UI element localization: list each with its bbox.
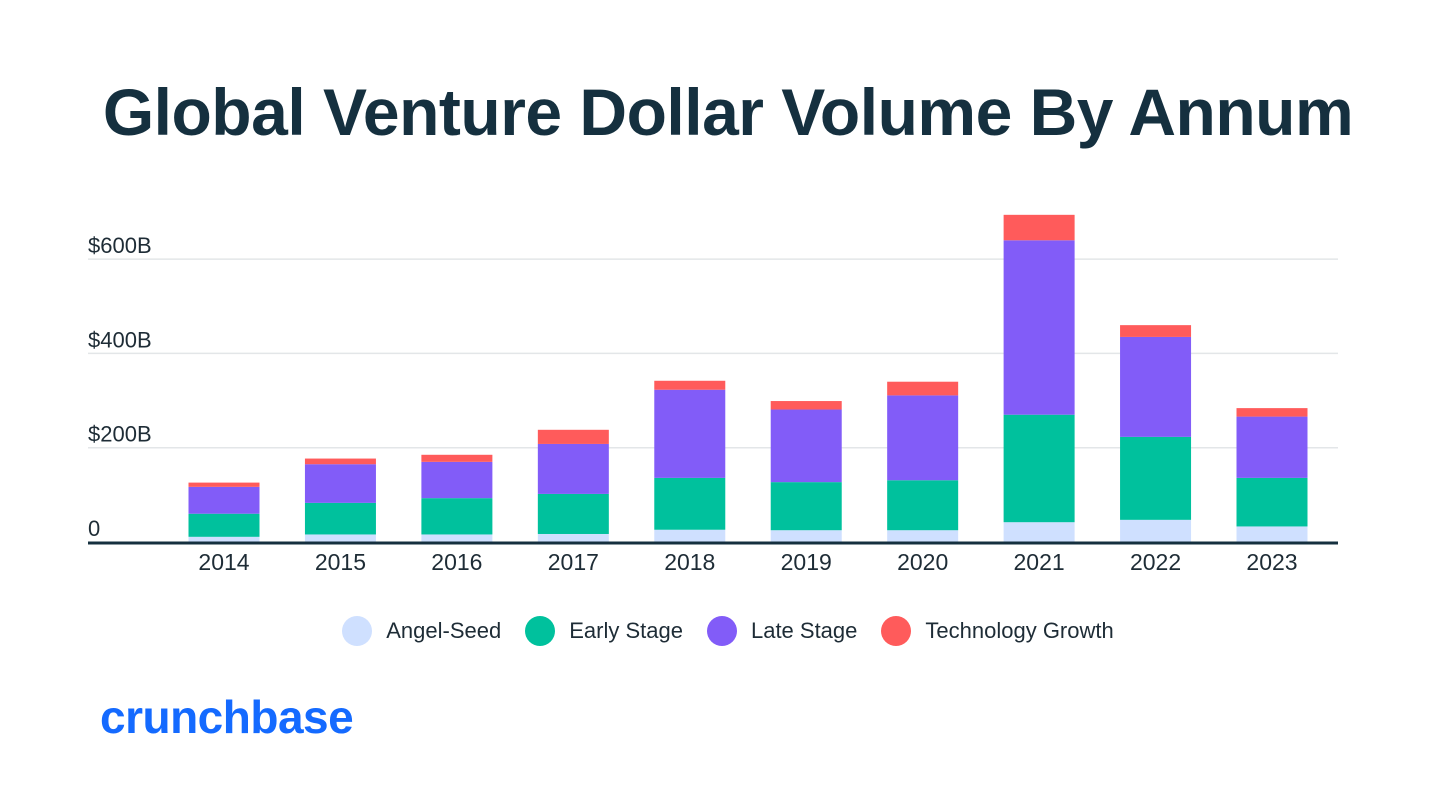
- legend-label: Late Stage: [750, 618, 858, 643]
- x-tick-label: 2022: [1130, 549, 1181, 575]
- legend-swatch: [342, 616, 373, 646]
- bar-segment-angel-seed-2021: [1003, 522, 1075, 542]
- y-tick-label: $200B: [88, 422, 152, 447]
- bar-segment-early-stage-2016: [421, 498, 493, 535]
- bar-segment-angel-seed-2023: [1236, 526, 1308, 542]
- legend-label: Early Stage: [569, 618, 683, 643]
- chart-title: Global Venture Dollar Volume By Annum: [102, 75, 1354, 149]
- y-tick-label: $400B: [88, 327, 152, 352]
- legend-label: Angel-Seed: [386, 618, 502, 643]
- stacked-bar-chart: 0$200B$400B$600B 2014 2015 2016 2017 2018 201…: [88, 214, 1338, 575]
- bar-segment-angel-seed-2016: [421, 534, 493, 542]
- bar-segment-late-stage-2022: [1120, 336, 1192, 437]
- bar-segment-late-stage-2017: [537, 443, 609, 494]
- legend-label: Technology Growth: [925, 618, 1114, 643]
- bar-segment-angel-seed-2014: [188, 536, 260, 542]
- bar-segment-early-stage-2021: [1003, 414, 1075, 523]
- bar-segment-technology-growth-2018: [654, 380, 726, 390]
- bar-segment-technology-growth-2019: [770, 401, 842, 410]
- bar-segment-late-stage-2019: [770, 409, 842, 483]
- bar-segment-technology-growth-2014: [188, 482, 260, 487]
- bar-segment-technology-growth-2021: [1003, 214, 1075, 241]
- bar-segment-technology-growth-2017: [537, 429, 609, 444]
- x-tick-label: 2016: [431, 549, 482, 575]
- bar-segment-late-stage-2015: [304, 464, 376, 503]
- legend-item: Angel-Seed: [342, 616, 501, 646]
- bar-segment-early-stage-2023: [1236, 477, 1308, 527]
- x-tick-label: 2015: [315, 549, 366, 575]
- bar-segment-early-stage-2022: [1120, 436, 1192, 520]
- y-axis: 0 $200B $400B $600B: [88, 233, 152, 541]
- x-tick-label: 2019: [781, 549, 832, 575]
- x-axis: 2014 2015 2016 2017 2018 2019 2020 2021 2022 2023: [198, 549, 1297, 575]
- bar-segment-technology-growth-2020: [887, 381, 959, 396]
- legend-item: Early Stage: [525, 616, 683, 646]
- bar-segment-angel-seed-2019: [770, 530, 842, 542]
- bar-segment-early-stage-2018: [654, 477, 726, 530]
- legend-swatch: [881, 616, 912, 646]
- bar-segment-angel-seed-2015: [304, 534, 376, 542]
- crunchbase-logo: crunchbase: [100, 691, 354, 743]
- y-tick-label: $600B: [88, 233, 152, 258]
- bar-segment-technology-growth-2023: [1236, 408, 1308, 417]
- bar-segment-late-stage-2023: [1236, 416, 1308, 478]
- bar-segment-technology-growth-2015: [304, 458, 376, 465]
- x-tick-label: 2014: [198, 549, 249, 575]
- bar-segment-angel-seed-2022: [1120, 519, 1192, 542]
- legend-swatch: [706, 616, 737, 646]
- bar-segment-angel-seed-2018: [654, 529, 726, 542]
- legend: Angel-Seed Early Stage Late Stage Technolog…: [0, 616, 1456, 646]
- x-tick-label: 2020: [897, 549, 948, 575]
- bar-segment-early-stage-2014: [188, 513, 260, 537]
- x-tick-label: 2018: [664, 549, 715, 575]
- y-tick-label: 0: [88, 516, 100, 541]
- bar-segment-late-stage-2020: [887, 395, 959, 481]
- x-tick-label: 2017: [548, 549, 599, 575]
- bars: [188, 214, 1308, 542]
- bar-segment-late-stage-2018: [654, 389, 726, 478]
- bar-segment-technology-growth-2016: [421, 454, 493, 462]
- x-tick-label: 2023: [1246, 549, 1297, 575]
- bar-segment-early-stage-2019: [770, 482, 842, 531]
- bar-segment-late-stage-2014: [188, 486, 260, 514]
- bar-segment-early-stage-2015: [304, 502, 376, 535]
- bar-segment-angel-seed-2017: [537, 533, 609, 542]
- bar-segment-late-stage-2021: [1003, 240, 1075, 415]
- bar-segment-early-stage-2020: [887, 480, 959, 531]
- bar-segment-early-stage-2017: [537, 493, 609, 534]
- bar-segment-technology-growth-2022: [1120, 325, 1192, 337]
- bar-segment-angel-seed-2020: [887, 530, 959, 542]
- bar-segment-late-stage-2016: [421, 461, 493, 499]
- x-tick-label: 2021: [1014, 549, 1065, 575]
- legend-item: Technology Growth: [881, 616, 1114, 646]
- legend-swatch: [525, 616, 556, 646]
- legend-item: Late Stage: [706, 616, 858, 646]
